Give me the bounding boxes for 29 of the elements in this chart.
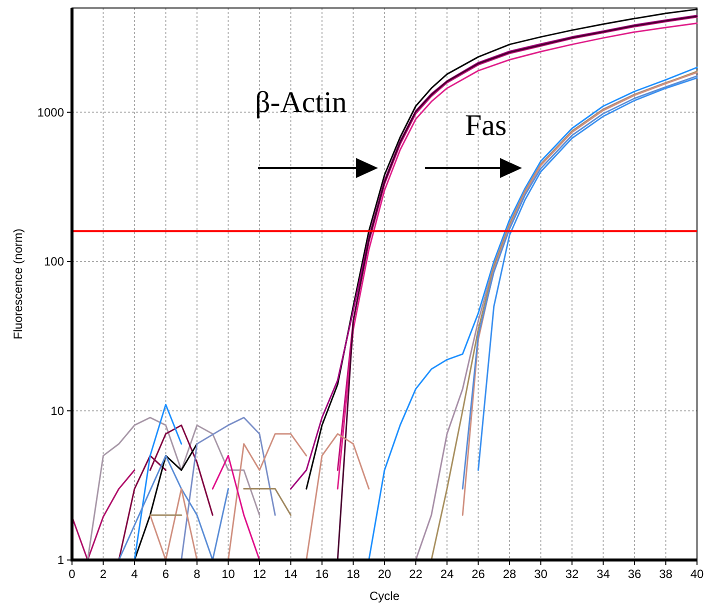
x-tick-label: 36 bbox=[628, 567, 642, 581]
x-tick-label: 26 bbox=[472, 567, 486, 581]
annotation: β-Actin bbox=[255, 86, 347, 119]
y-tick-label: 1000 bbox=[37, 105, 64, 120]
y-tick-label: 1 bbox=[57, 553, 64, 567]
x-tick-label: 24 bbox=[440, 567, 454, 581]
x-tick-label: 10 bbox=[222, 567, 236, 581]
x-tick-label: 8 bbox=[194, 567, 201, 581]
annotation: Fas bbox=[465, 109, 507, 142]
x-tick-label: 28 bbox=[502, 567, 516, 581]
x-tick-label: 16 bbox=[315, 567, 329, 581]
x-tick-label: 2 bbox=[100, 567, 107, 581]
y-axis-title: Fluorescence (norm) bbox=[11, 228, 25, 340]
x-tick-label: 12 bbox=[252, 567, 266, 581]
x-tick-label: 4 bbox=[131, 567, 138, 581]
x-axis-title: Cycle bbox=[369, 589, 400, 603]
x-tick-label: 38 bbox=[659, 567, 673, 581]
x-tick-label: 34 bbox=[596, 567, 610, 581]
y-tick-label: 100 bbox=[44, 254, 64, 269]
x-tick-label: 22 bbox=[409, 567, 423, 581]
x-tick-label: 14 bbox=[284, 567, 298, 581]
x-tick-label: 30 bbox=[534, 567, 548, 581]
y-tick-label: 10 bbox=[50, 404, 64, 418]
x-tick-label: 0 bbox=[68, 567, 76, 581]
x-tick-label: 40 bbox=[690, 567, 704, 581]
x-tick-label: 20 bbox=[378, 567, 392, 581]
x-tick-label: 6 bbox=[162, 567, 170, 581]
x-tick-label: 18 bbox=[346, 567, 360, 581]
x-tick-label: 32 bbox=[565, 567, 579, 581]
